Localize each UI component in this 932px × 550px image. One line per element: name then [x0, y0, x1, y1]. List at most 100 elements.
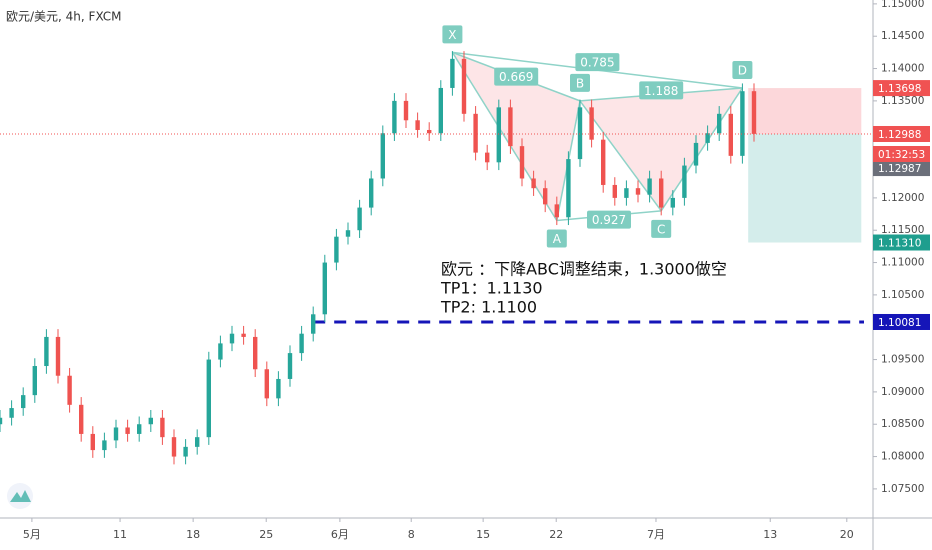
candle-body: [55, 336, 61, 376]
candle-body: [0, 417, 3, 425]
pattern-point-label-bg: [651, 219, 672, 238]
candle-body: [601, 139, 606, 185]
logo: [7, 483, 33, 509]
candle-body: [160, 417, 165, 438]
candle-body: [195, 437, 200, 447]
candle-body: [519, 146, 525, 179]
pattern-point-label-bg: [442, 25, 463, 44]
candle-body: [717, 113, 722, 134]
candle-body: [299, 333, 304, 354]
pattern-ratio: 0.669: [499, 70, 533, 84]
candle-body: [751, 91, 757, 134]
candle-body: [659, 178, 664, 208]
candle-body: [624, 188, 629, 198]
candle-body: [125, 427, 130, 434]
candle-body: [287, 353, 293, 379]
candle-body: [206, 359, 211, 438]
stop-zone: [748, 88, 862, 134]
candle-body: [241, 333, 246, 337]
x-tick-label: 8: [408, 528, 415, 541]
candle-body: [508, 107, 513, 147]
candle-body: [32, 366, 37, 396]
candle-body: [461, 58, 467, 114]
candle-body: [543, 188, 548, 205]
pattern-point-label-bg: [732, 60, 753, 79]
x-tick-label: 15: [476, 528, 490, 541]
candle-body: [79, 404, 84, 434]
candle-body: [473, 113, 478, 153]
y-tick-label: 1.08000: [881, 451, 924, 463]
candle-body: [44, 336, 49, 367]
y-tick-label: 1.07500: [881, 483, 924, 495]
candle-body: [137, 424, 142, 434]
candle-body: [322, 262, 327, 315]
candle-body: [148, 417, 153, 425]
candle-body: [171, 437, 177, 457]
x-tick-label: 6月: [331, 528, 349, 541]
price-badge: [873, 160, 930, 177]
candle-body: [740, 91, 745, 156]
candle-body: [647, 178, 652, 195]
pattern-point-label: A: [553, 232, 562, 246]
countdown: 01:32:53: [878, 149, 925, 161]
candle-body: [485, 152, 490, 163]
x-tick-label: 5月: [23, 528, 41, 541]
annotation: TP2: 1.1100: [440, 298, 537, 317]
pattern-ratio: 1.188: [644, 84, 678, 98]
candle-body: [369, 178, 374, 208]
candle-body: [450, 58, 455, 88]
x-tick-label: 7月: [647, 528, 665, 541]
candle-body: [253, 336, 258, 370]
candle-body: [276, 378, 281, 399]
price-badge: [873, 234, 930, 251]
x-tick-label: 22: [549, 528, 563, 541]
pattern-ratio: 0.927: [592, 213, 626, 227]
pattern-ratio: 0.785: [580, 56, 614, 70]
pattern-line: [660, 87, 744, 212]
pattern-ratio-bg: [587, 210, 631, 229]
price-badge-label: 1.13698: [878, 83, 921, 95]
candle-body: [183, 446, 188, 457]
y-tick-label: 1.09000: [881, 386, 924, 398]
y-tick-label: 1.14000: [881, 63, 924, 75]
pattern-point-label-bg: [570, 73, 590, 92]
candle-body: [218, 343, 223, 360]
price-badge: [873, 125, 930, 142]
y-tick-label: 1.11500: [881, 224, 924, 236]
candle-body: [566, 159, 571, 218]
x-tick-label: 18: [186, 528, 200, 541]
pattern-point-label: B: [576, 76, 584, 90]
candle-body: [682, 165, 687, 198]
pattern-point-label: C: [657, 222, 665, 236]
pattern-ratio-bg: [494, 67, 539, 86]
candle-body: [705, 133, 710, 143]
candle-body: [577, 107, 583, 160]
price-badge-label: 1.12987: [878, 163, 921, 175]
countdown-bg: [873, 145, 930, 162]
candle-body: [102, 440, 107, 451]
candle-body: [415, 120, 420, 130]
candle-body: [403, 100, 409, 121]
y-tick-label: 1.09500: [881, 354, 924, 366]
candle-body: [531, 178, 536, 189]
candle-body: [589, 107, 594, 140]
candle-body: [438, 87, 443, 134]
candle-body: [229, 333, 235, 344]
candle-body: [311, 314, 316, 334]
candle-body: [427, 129, 432, 134]
y-tick-label: 1.10500: [881, 289, 924, 301]
y-tick-label: 1.15000: [881, 0, 924, 10]
x-tick-label: 25: [259, 528, 273, 541]
candle-body: [90, 433, 95, 451]
y-tick-label: 1.12000: [881, 192, 924, 204]
x-tick-label: 11: [113, 528, 127, 541]
candle-body: [693, 142, 699, 166]
x-tick-label: 13: [763, 528, 777, 541]
candle-body: [612, 184, 617, 198]
pattern-point-label: D: [738, 63, 747, 77]
pattern-ratio-bg: [639, 81, 684, 100]
x-tick-label: 20: [840, 528, 854, 541]
target-zone: [748, 133, 862, 243]
candle-body: [670, 197, 675, 208]
